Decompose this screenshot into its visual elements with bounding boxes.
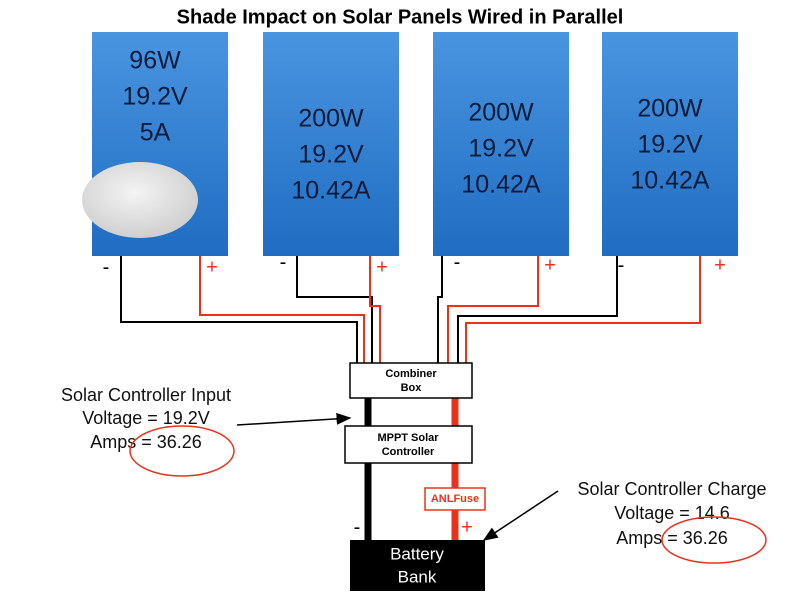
box-text: MPPT Solar [377, 432, 439, 444]
panel [602, 32, 738, 256]
wire [437, 256, 443, 363]
battery-text: Battery [390, 544, 444, 563]
panel-text: 10.42A [291, 177, 371, 205]
positive-sign: + [376, 256, 388, 278]
panel-text: 10.42A [461, 171, 541, 199]
highlight [129, 425, 235, 477]
panel [263, 32, 399, 256]
positive-sign: + [544, 254, 556, 276]
wire [199, 256, 365, 363]
annotation: Amps = 36.26 [90, 432, 202, 452]
panel-text: 10.42A [630, 167, 710, 195]
panel-text: 19.2V [468, 135, 534, 163]
fuse [424, 487, 486, 511]
negative-sign: - [618, 254, 625, 276]
annotation: Amps = 36.26 [616, 528, 728, 548]
panel-text: 19.2V [298, 141, 364, 169]
wire [457, 256, 618, 363]
negative-sign: - [103, 256, 110, 278]
wire [120, 256, 358, 363]
annotation: Solar Controller Input [61, 385, 231, 405]
wire [447, 256, 539, 363]
box-text: Combiner [385, 368, 437, 380]
panel [433, 32, 569, 256]
positive-sign: + [714, 254, 726, 276]
negative-sign: - [280, 251, 287, 273]
arrow [482, 490, 559, 541]
title: Shade Impact on Solar Panels Wired in Pa… [177, 6, 624, 28]
box-text: Box [401, 382, 423, 394]
shade [82, 162, 198, 238]
positive-sign: + [206, 256, 218, 278]
panel-text: 200W [637, 95, 703, 123]
wire [369, 256, 381, 363]
arrow [236, 412, 352, 426]
controller-box [344, 425, 473, 464]
panel-text: 96W [129, 47, 181, 75]
panel-text: 200W [298, 105, 364, 133]
annotation: Voltage = 14.6 [614, 503, 730, 523]
wire [296, 256, 373, 363]
battery [350, 540, 485, 591]
combiner-box [349, 362, 473, 399]
annotation: Voltage = 19.2V [82, 408, 210, 428]
highlight [661, 516, 767, 564]
negative-sign: - [454, 251, 461, 273]
battery-text: Bank [398, 567, 437, 586]
fuse-label: ANLFuse [431, 493, 479, 505]
panel-text: 19.2V [122, 83, 188, 111]
panel-text: 5A [140, 119, 171, 147]
wire [465, 256, 701, 363]
negative-sign: - [354, 516, 361, 538]
annotation: Solar Controller Charge [577, 479, 766, 499]
panel-text: 19.2V [637, 131, 703, 159]
positive-sign: + [461, 516, 473, 538]
panel-text: 200W [468, 99, 534, 127]
box-text: Controller [382, 446, 435, 458]
